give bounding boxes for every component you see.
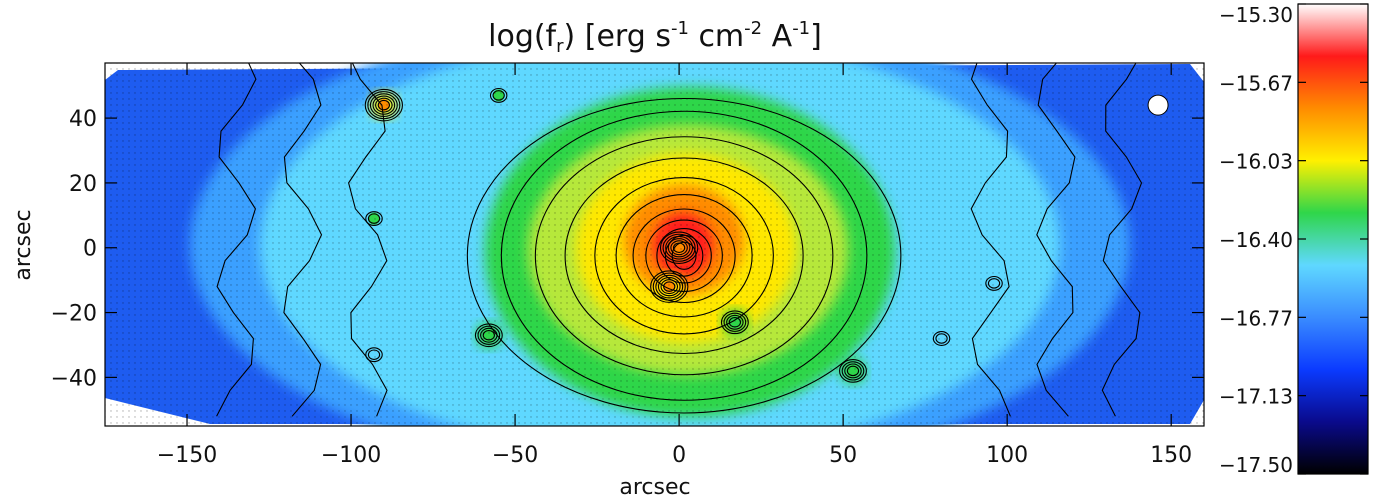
y-tick-label-0: 0 [83, 237, 97, 262]
source-contour-6-4 [720, 310, 749, 335]
source-contour-8-1 [367, 349, 381, 360]
field-contour-1 [283, 63, 323, 417]
galaxy-contour-0 [466, 97, 902, 414]
x-tick-label--50: −50 [492, 443, 538, 468]
source-contour-7-2 [365, 211, 383, 227]
source-contour-0-3 [667, 238, 691, 258]
source-contour-6-2 [726, 314, 744, 330]
source-contour-1-4 [655, 274, 684, 299]
source-contour-8-2 [365, 347, 383, 363]
galaxy-contour-10 [671, 241, 697, 270]
source-contour-10-1 [987, 278, 1001, 289]
source-contour-1-3 [657, 276, 681, 297]
source-contour-10-2 [985, 275, 1003, 291]
galaxy-contour-5 [615, 193, 753, 318]
source-contour-0-6 [659, 231, 699, 264]
source-contour-4-3 [477, 325, 501, 345]
galaxy-contour-1 [500, 110, 868, 401]
source-contour-6-3 [723, 312, 747, 332]
source-contour-4-1 [482, 329, 495, 341]
source-contour-5-1 [846, 365, 860, 377]
source-contour-3-2 [489, 87, 508, 103]
source-contour-3-1 [492, 90, 505, 101]
cb-tick-label-4: −16.77 [1219, 306, 1293, 330]
y-axis-label: arcsec [11, 209, 36, 280]
stipple-overlay [105, 63, 1204, 426]
plot-frame [104, 62, 1205, 427]
source-contour-9-2 [932, 331, 951, 346]
source-contour-7-1 [367, 213, 381, 224]
source-contour-9-1 [935, 333, 948, 344]
cb-tick-label-3: −16.40 [1219, 228, 1293, 252]
source-contour-5-4 [839, 359, 867, 383]
chart-title: log(fr) [erg s-1 cm-2 A-1] [488, 18, 822, 57]
cb-tick-label-2: −16.03 [1219, 150, 1293, 174]
galaxy-contour-2 [534, 136, 834, 376]
x-tick-label-50: 50 [829, 443, 857, 468]
source-contour-0-2 [670, 240, 688, 256]
x-tick-label-100: 100 [986, 443, 1028, 468]
cb-tick-label-0: −15.30 [1219, 3, 1293, 27]
source-contour-2-1 [377, 99, 391, 111]
source-contour-5-3 [841, 361, 865, 381]
field-contour-4 [1036, 63, 1076, 417]
galaxy-contour-9 [664, 234, 704, 277]
source-contour-1-6 [650, 270, 689, 303]
galaxy-contour-4 [594, 176, 774, 335]
galaxy-contour-3 [564, 157, 804, 355]
galaxy-contour-6 [632, 208, 736, 304]
x-tick-label-0: 0 [672, 443, 686, 468]
source-contour-2-2 [375, 97, 393, 113]
x-tick-label--100: −100 [321, 443, 381, 468]
x-axis-label: arcsec [619, 475, 690, 499]
beam-marker [1147, 94, 1169, 116]
field-contour-3 [970, 63, 1011, 417]
y-tick-label--40: −40 [51, 366, 97, 391]
galaxy-contour-8 [656, 227, 712, 284]
field-contour-5 [1101, 63, 1143, 417]
y-tick-label-20: 20 [69, 172, 97, 197]
y-tick-label--20: −20 [51, 302, 97, 327]
source-contour-1-2 [660, 279, 679, 295]
galaxy-contour-7 [645, 219, 723, 292]
x-tick-label-150: 150 [1150, 443, 1192, 468]
cb-tick-label-6: −17.50 [1219, 453, 1293, 477]
source-contour-2-3 [372, 95, 396, 115]
source-contour-0-5 [662, 233, 696, 262]
x-tick-label--150: −150 [157, 443, 217, 468]
source-contour-5-2 [844, 363, 862, 379]
cb-tick-label-1: −15.67 [1219, 71, 1293, 95]
field-contour-2 [348, 63, 388, 417]
field-contour-0 [216, 63, 257, 417]
source-contour-2-4 [369, 93, 398, 117]
colorbar [1297, 3, 1369, 475]
y-tick-label-40: 40 [69, 107, 97, 132]
source-contour-6-1 [728, 317, 742, 328]
cb-tick-label-5: −17.13 [1219, 385, 1293, 409]
